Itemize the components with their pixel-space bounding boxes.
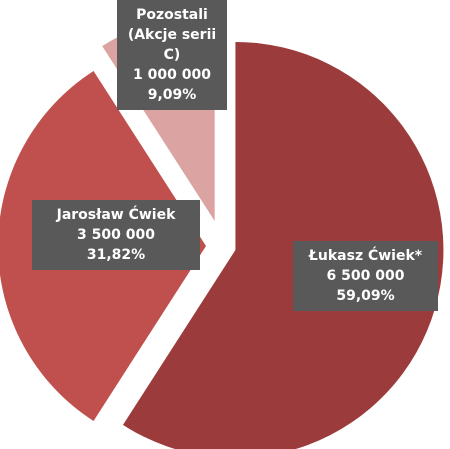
label-percent: 31,82% (86, 247, 146, 263)
label-name: Jarosław Ćwiek (56, 207, 176, 223)
label-name: Pozostali (Akcje serii C) (127, 7, 217, 63)
label-value: 6 500 000 (326, 268, 405, 284)
label-percent: 59,09% (336, 288, 395, 304)
label-value: 3 500 000 (77, 227, 155, 243)
data-label: Jarosław Ćwiek 3 500 000 31,82% (32, 200, 200, 270)
label-value: 1 000 000 (133, 67, 211, 83)
data-label: Łukasz Ćwiek* 6 500 000 59,09% (293, 241, 438, 311)
label-percent: 9,09% (147, 87, 197, 103)
pie-slice (122, 41, 444, 449)
label-name: Łukasz Ćwiek* (308, 248, 423, 264)
data-label: Pozostali (Akcje serii C) 1 000 000 9,09% (117, 0, 227, 110)
